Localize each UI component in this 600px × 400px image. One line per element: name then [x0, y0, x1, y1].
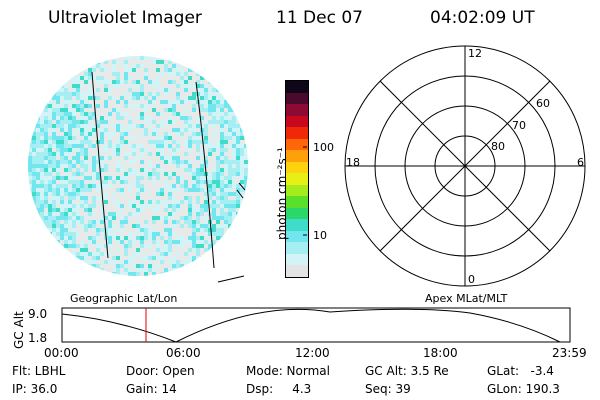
colorbar-segment	[286, 242, 308, 254]
timeline-ylabel: GC Alt	[12, 311, 26, 349]
colorbar-segment	[286, 127, 308, 139]
mlt-label-12: 12	[468, 47, 482, 60]
timeline-xtick-0600: 06:00	[166, 346, 201, 360]
mode-status: Mode: Normal	[246, 364, 330, 378]
colorbar-segment	[286, 80, 308, 93]
instrument-title: Ultraviolet Imager	[48, 8, 202, 28]
colorbar-segment	[286, 104, 308, 116]
mlat-label-60: 60	[536, 97, 550, 110]
glat-status: GLat: -3.4	[487, 364, 554, 378]
colorbar-segment	[286, 265, 308, 277]
altitude-curve	[61, 308, 561, 343]
colorbar-segment	[286, 219, 308, 231]
gain-status: Gain: 14	[126, 382, 177, 396]
mlat-label-80: 80	[491, 140, 505, 153]
colorbar-segment	[286, 138, 308, 151]
mlt-label-18: 18	[346, 156, 360, 169]
timeline-ytick-9: 9.0	[28, 307, 48, 321]
glon-status: GLon: 190.3	[487, 382, 560, 396]
timeline-ytick-1-8: 1.8	[28, 331, 48, 345]
colorbar-tick-10: 10	[313, 229, 327, 242]
colorbar-segment	[286, 115, 308, 128]
observation-time: 04:02:09 UT	[430, 8, 535, 28]
seq-status: Seq: 39	[365, 382, 411, 396]
timeline-xtick-2359: 23:59	[552, 346, 587, 360]
colorbar-segment	[286, 92, 308, 105]
colorbar-segment	[286, 184, 308, 197]
apex-label: Apex MLat/MLT	[425, 292, 508, 305]
colorbar-segment	[286, 230, 308, 243]
gc-alt-status: GC Alt: 3.5 Re	[365, 364, 449, 378]
timeline-xtick-0000: 00:00	[44, 346, 79, 360]
dsp-status: Dsp: 4.3	[246, 382, 312, 396]
colorbar-segment	[286, 161, 308, 174]
observation-date: 11 Dec 07	[276, 8, 363, 28]
colorbar-segment	[286, 196, 308, 208]
colorbar-tick-100: 100	[313, 141, 334, 154]
geographic-label: Geographic Lat/Lon	[70, 292, 178, 305]
colorbar-segment	[286, 150, 308, 162]
mlt-label-0: 0	[468, 273, 475, 286]
colorbar-segment	[286, 207, 308, 220]
timeline-xtick-1800: 18:00	[423, 346, 458, 360]
colorbar-segment	[286, 173, 308, 185]
colorbar	[285, 80, 309, 278]
filter-status: Flt: LBHL	[12, 364, 66, 378]
colorbar-segment	[286, 253, 308, 266]
door-status: Door: Open	[126, 364, 195, 378]
ip-status: IP: 36.0	[12, 382, 58, 396]
mlt-label-6: 6	[577, 156, 584, 169]
timeline-xtick-1200: 12:00	[295, 346, 330, 360]
mlat-label-70: 70	[512, 119, 526, 132]
